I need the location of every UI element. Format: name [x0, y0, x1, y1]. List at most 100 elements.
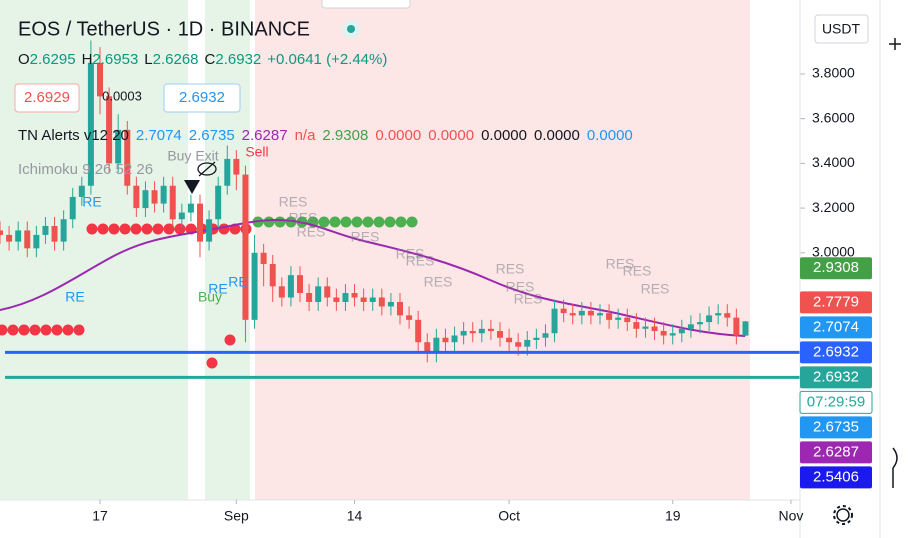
signal-dot: [0, 324, 8, 336]
signal-dot: [152, 223, 164, 235]
candle-body: [397, 301, 403, 316]
price-tag-label: 2.6287: [813, 443, 859, 460]
candle-body: [660, 331, 667, 336]
price-tag-label: 2.9308: [813, 259, 859, 276]
signal-dot: [218, 223, 230, 235]
candle-body: [497, 331, 503, 338]
popup-edge: [321, 0, 411, 9]
signal-label: RES: [406, 253, 435, 269]
hide-icon[interactable]: [197, 161, 217, 177]
indicator-value: 2.6735: [189, 127, 235, 144]
candle-body: [87, 62, 94, 186]
settings-icon[interactable]: [833, 505, 853, 525]
indicator-name: Ichimoku 9 26 52 26: [18, 161, 153, 178]
signal-dot: [351, 216, 363, 228]
candle-body: [715, 313, 722, 316]
candle-body: [242, 174, 249, 320]
candle-body: [669, 333, 676, 336]
signal-dot: [373, 216, 385, 228]
legend-value: 2.6295: [30, 51, 76, 68]
chart-title: EOS / TetherUS · 1D · BINANCE: [18, 18, 310, 40]
signal-dot: [285, 216, 297, 228]
legend-value: +0.0641 (+2.44%): [267, 51, 387, 68]
candle-body: [97, 62, 103, 97]
x-tick-label: Oct: [498, 508, 520, 524]
candle-body: [206, 219, 213, 242]
candle-body: [542, 333, 549, 338]
indicator-value: 0.0000: [375, 127, 421, 144]
candle-body: [224, 158, 231, 186]
ma-line: [0, 219, 746, 337]
toolbar-icon[interactable]: [889, 38, 901, 50]
candle-body: [469, 331, 476, 334]
legend-label: O: [18, 51, 30, 68]
signal-dot: [130, 223, 142, 235]
candle-body: [51, 225, 58, 242]
candle-body: [115, 129, 122, 164]
candle-body: [578, 310, 585, 316]
candle-body: [33, 234, 40, 249]
x-tick-label: Nov: [778, 508, 803, 524]
candle-body: [569, 313, 576, 316]
indicator-value: 2.7074: [136, 127, 182, 144]
candle-body: [133, 185, 140, 209]
candle-body: [24, 230, 31, 249]
price-tag: [800, 366, 872, 389]
signal-dot: [141, 223, 153, 235]
signal-dot: [97, 223, 109, 235]
sell-button[interactable]: [14, 83, 80, 113]
sell-zone: [255, 0, 750, 500]
candle-body: [442, 337, 449, 343]
candle-body: [315, 286, 322, 302]
x-tick-label: 17: [92, 508, 108, 524]
candle-body: [724, 313, 731, 318]
candle-body: [260, 252, 267, 264]
candle-body: [687, 324, 694, 329]
candle-body: [451, 335, 458, 343]
toolbar-icon[interactable]: [892, 447, 898, 488]
signal-label: RES: [496, 261, 525, 277]
signal-dot: [86, 223, 98, 235]
candle-body: [15, 230, 22, 242]
legend-label: H: [82, 51, 93, 68]
currency-button[interactable]: [814, 14, 869, 44]
candle-body: [615, 317, 622, 320]
price-tag-label: 2.6932: [813, 368, 859, 385]
price-tag: [800, 291, 872, 314]
signal-label: RE: [228, 274, 247, 290]
candle-body: [142, 190, 149, 209]
signal-dot: [274, 216, 286, 228]
candle-body: [533, 337, 540, 340]
y-tick-label: 3.6000: [812, 109, 855, 125]
candle-body: [460, 331, 467, 336]
x-tick-label: 19: [665, 508, 681, 524]
signal-dot: [18, 324, 30, 336]
candle-body: [524, 339, 531, 347]
candle-body: [560, 308, 567, 314]
candle-body: [651, 326, 658, 332]
signal-dot: [7, 324, 19, 336]
signal-label: Buy Exit: [167, 148, 218, 164]
signal-label: RES: [424, 274, 453, 290]
y-tick-label: 3.4000: [812, 154, 855, 170]
candle-body: [160, 185, 167, 204]
candle-body: [387, 301, 394, 307]
legend-value: 2.6932: [215, 51, 261, 68]
buy-button[interactable]: [163, 83, 241, 113]
candle-body: [633, 322, 640, 329]
x-tick-label: Sep: [224, 508, 249, 524]
signal-label: RE: [65, 289, 84, 305]
price-tag: [800, 257, 872, 280]
signal-label: RE: [208, 281, 227, 297]
signal-dot: [263, 216, 275, 228]
ohlc-legend: O2.6295 H2.6953 L2.6268 C2.6932 +0.0641 (+2.…: [18, 51, 387, 68]
candle-body: [60, 219, 67, 242]
candle-body: [342, 293, 349, 302]
candle-body: [587, 310, 594, 316]
candle-body: [369, 297, 376, 302]
candle-body: [433, 337, 440, 354]
candle-body: [733, 317, 740, 336]
candle-body: [269, 263, 276, 287]
signal-label: RES: [351, 229, 380, 245]
legend-label: C: [205, 51, 216, 68]
